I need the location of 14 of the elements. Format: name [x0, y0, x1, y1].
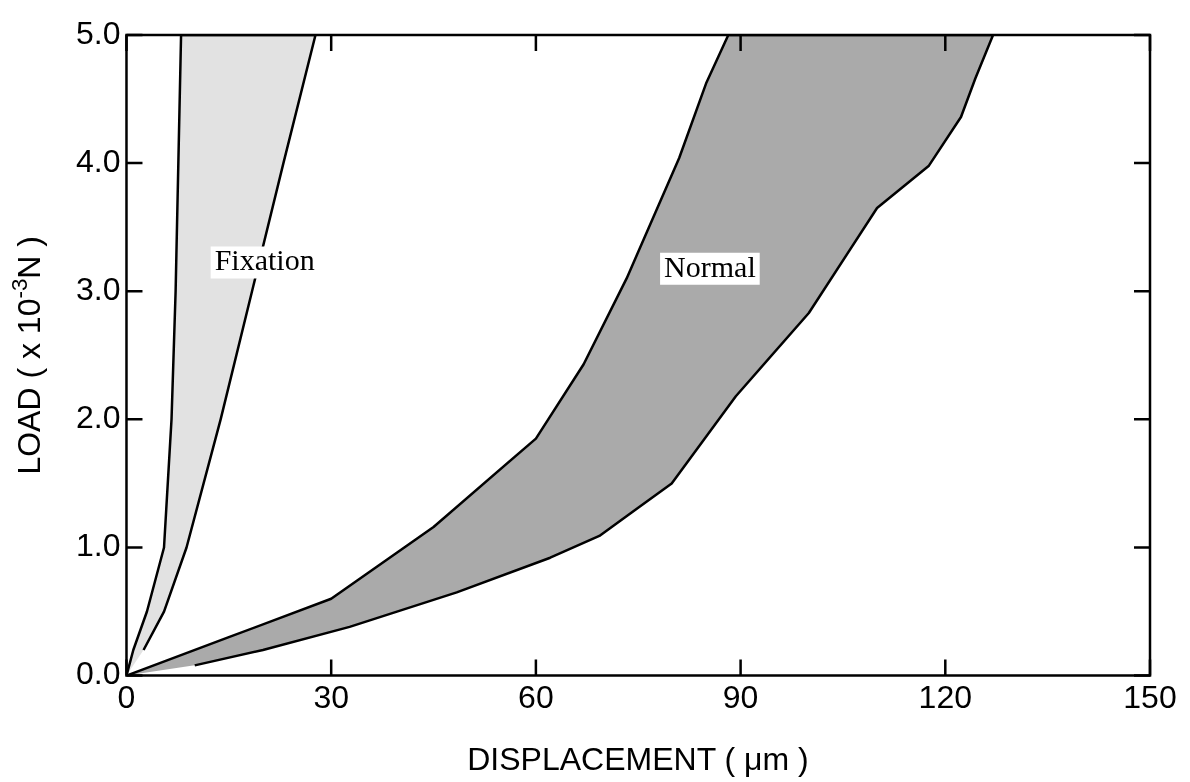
x-tick-label: 90: [722, 678, 759, 715]
x-tick-label: 30: [313, 678, 349, 715]
y-tick-label: 5.0: [76, 14, 121, 51]
y-tick-label: 4.0: [76, 142, 121, 179]
x-tick-label: 120: [918, 678, 972, 715]
annotation: Fixation: [214, 243, 315, 277]
y-tick-label: 1.0: [76, 527, 121, 564]
y-tick-label: 3.0: [76, 271, 121, 308]
y-axis-title: LOAD ( x 10-3N ): [7, 235, 47, 475]
annotation: Normal: [664, 249, 756, 283]
x-axis-title: DISPLACEMENT ( μm ): [467, 741, 809, 777]
y-tick-label: 2.0: [76, 399, 121, 436]
x-tick-label: 60: [518, 678, 554, 715]
x-tick-label: 150: [1123, 678, 1177, 715]
